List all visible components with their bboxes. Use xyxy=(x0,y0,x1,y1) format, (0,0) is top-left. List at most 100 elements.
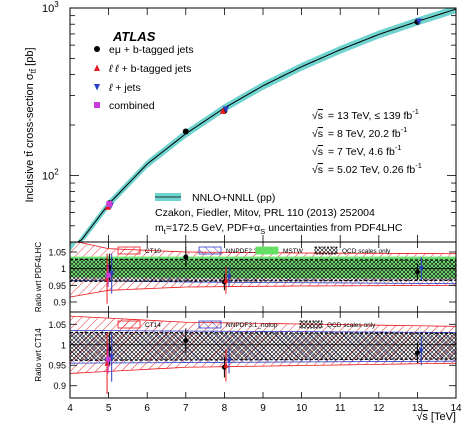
ratio-legend-label-0: CT10 xyxy=(145,248,161,255)
legend-label-2: ℓ + jets xyxy=(108,82,141,94)
ratio-band-2 xyxy=(69,331,457,361)
theory-label: NNLO+NNLL (pp) xyxy=(192,192,275,204)
y-tick-label: 102 xyxy=(42,167,59,182)
ratio-point-0 xyxy=(106,264,112,270)
ratio-panel-ct14: 0.9 0.95 1 1.05 CT14 NNPDF3.1_notop QCD scale… xyxy=(34,311,462,423)
ratio-legend-swatch-0 xyxy=(117,320,141,329)
sqrt-s: s xyxy=(318,128,323,140)
measurement-points xyxy=(104,18,422,210)
main-panel: 102 103 Inclusive tt cross-section σtt [p… xyxy=(24,0,457,252)
data-point-0-1 xyxy=(182,128,189,135)
ratio-point-3 xyxy=(414,350,420,356)
legend-marker-1 xyxy=(94,64,100,71)
dataset-line-3: √s = 5.02 TeV, 0.26 fb-1 xyxy=(312,161,422,176)
ratio2-bands xyxy=(69,315,457,374)
ratio-point-5 xyxy=(223,277,229,283)
legend-label-rest: + b-tagged jets xyxy=(119,63,192,75)
ratio-legend-label-2: MSTW xyxy=(283,248,304,255)
dataset-list: √s = 13 TeV, ≤ 139 fb-1√s = 8 TeV, 20.2 … xyxy=(312,107,422,176)
data-point-3-0 xyxy=(106,200,113,207)
dataset-line-0: √s = 13 TeV, ≤ 139 fb-1 xyxy=(312,107,419,122)
x-tick-label: 7 xyxy=(183,403,189,414)
ratio-legend-label-2: QCD scales only xyxy=(327,322,376,329)
theory-reference: Czakon, Fiedler, Mitov, PRL 110 (2013) 2… xyxy=(155,207,375,219)
ratio-band-3 xyxy=(69,258,457,282)
x-tick-label: 9 xyxy=(260,403,266,414)
main-legend: eμ + b-tagged jets ℓ ℓ + b-tagged jets ℓ +… xyxy=(94,44,194,112)
legend-label-0: eμ + b-tagged jets xyxy=(109,44,194,56)
ratio-point-3 xyxy=(414,269,420,275)
dataset-energy: = 8 TeV, 20.2 fb xyxy=(325,128,401,140)
x-axis-label: √s [TeV] xyxy=(416,411,456,423)
ratio-legend-swatch-1 xyxy=(198,246,222,255)
ratio-legend-label-1: NNPDF2.3 xyxy=(226,248,258,255)
dataset-exponent: -1 xyxy=(401,125,408,134)
x-tick-label: 6 xyxy=(144,403,150,414)
dataset-exponent: -1 xyxy=(412,107,419,116)
legend-label-1: ℓ ℓ + b-tagged jets xyxy=(108,63,191,75)
x-tick-label: 4 xyxy=(67,403,73,414)
ratio1-y-ticks: 0.9 0.95 1 1.05 xyxy=(48,242,457,312)
dataset-energy: = 13 TeV, ≤ 139 fb xyxy=(325,110,412,122)
ratio-point-5 xyxy=(223,362,229,368)
ratio-y-tick-label: 1 xyxy=(61,264,66,274)
y-tick-label-exponent: 2 xyxy=(54,167,59,176)
ratio1-bands xyxy=(69,241,457,298)
ratio1-y-axis-label: Ratio wrt PDF4LHC xyxy=(34,242,43,312)
ratio-panel-pdf4lhc: 0.9 0.95 1 1.05 CT10 NNPDF2.3 MSTW QCD scales … xyxy=(34,241,457,313)
ratio-legend-label-3: QCD scales only xyxy=(342,248,391,255)
legend-label-3: combined xyxy=(109,100,155,112)
ratio2-legend: CT14 NNPDF3.1_notop QCD scales only xyxy=(117,320,376,329)
ratio-y-tick-label: 1 xyxy=(61,340,66,350)
x-tick-label: 5 xyxy=(106,403,112,414)
ratio-point-6 xyxy=(109,271,115,277)
dataset-energy: = 7 TeV, 4.6 fb xyxy=(325,146,395,158)
x-tick-label: 10 xyxy=(296,403,308,414)
ratio2-y-axis-label: Ratio wrt CT14 xyxy=(34,328,43,382)
ratio-y-tick-label: 0.9 xyxy=(53,298,66,308)
ratio-point-1 xyxy=(183,254,189,260)
x-tick-label: 11 xyxy=(335,403,346,414)
ratio-legend-swatch-2 xyxy=(299,320,323,329)
sqrt-s: s xyxy=(318,146,323,158)
sqrt-symbol: √ xyxy=(312,146,318,158)
ratio-legend-swatch-0 xyxy=(117,246,141,255)
dataset-exponent: -1 xyxy=(395,143,402,152)
sqrt-s: s xyxy=(318,110,323,122)
ratio-legend-swatch-3 xyxy=(314,246,338,255)
x-axis-ticks: 4 5 6 7 8 9 10 11 12 13 14 xyxy=(67,403,462,414)
ratio-point-6 xyxy=(109,354,115,361)
ratio-y-tick-label: 1.05 xyxy=(48,248,66,258)
ratio-point-8 xyxy=(418,266,424,272)
theory-band xyxy=(70,8,457,252)
ratio-y-tick-label: 0.9 xyxy=(53,381,66,391)
ratio-y-tick-label: 0.95 xyxy=(48,361,66,371)
dataset-line-1: √s = 8 TeV, 20.2 fb-1 xyxy=(312,125,407,140)
y-tick-label: 103 xyxy=(42,0,59,15)
data-point-2-2 xyxy=(415,18,422,26)
dataset-energy: = 5.02 TeV, 0.26 fb xyxy=(325,164,415,176)
sqrt-symbol: √ xyxy=(312,110,318,122)
ratio-point-9 xyxy=(105,356,111,362)
ratio-legend-label-1: NNPDF3.1_notop xyxy=(226,322,278,329)
ratio-point-9 xyxy=(105,272,111,278)
x-tick-label: 8 xyxy=(222,403,228,414)
legend-marker-2 xyxy=(94,84,100,91)
ratio-y-tick-label: 0.95 xyxy=(48,281,66,291)
legend-marker-3 xyxy=(94,102,100,108)
legend-marker-0 xyxy=(94,46,100,52)
theory-legend: NNLO+NNLL (pp) Czakon, Fiedler, Mitov, P… xyxy=(155,192,403,236)
dataset-line-2: √s = 7 TeV, 4.6 fb-1 xyxy=(312,143,401,158)
theory-central-line xyxy=(70,8,457,243)
dataset-exponent: -1 xyxy=(415,161,422,170)
ratio-legend-label-0: CT14 xyxy=(145,322,161,329)
ratio2-points xyxy=(104,328,424,394)
ratio1-points xyxy=(104,247,424,304)
ratio1-legend: CT10 NNPDF2.3 MSTW QCD scales only xyxy=(117,246,391,255)
ratio-point-1 xyxy=(183,338,189,344)
ratio2-y-ticks: 0.9 0.95 1 1.05 xyxy=(48,312,457,398)
x-tick-label: 14 xyxy=(450,403,462,414)
ratio-legend-swatch-1 xyxy=(198,320,222,329)
sqrt-symbol: √ xyxy=(312,128,318,140)
